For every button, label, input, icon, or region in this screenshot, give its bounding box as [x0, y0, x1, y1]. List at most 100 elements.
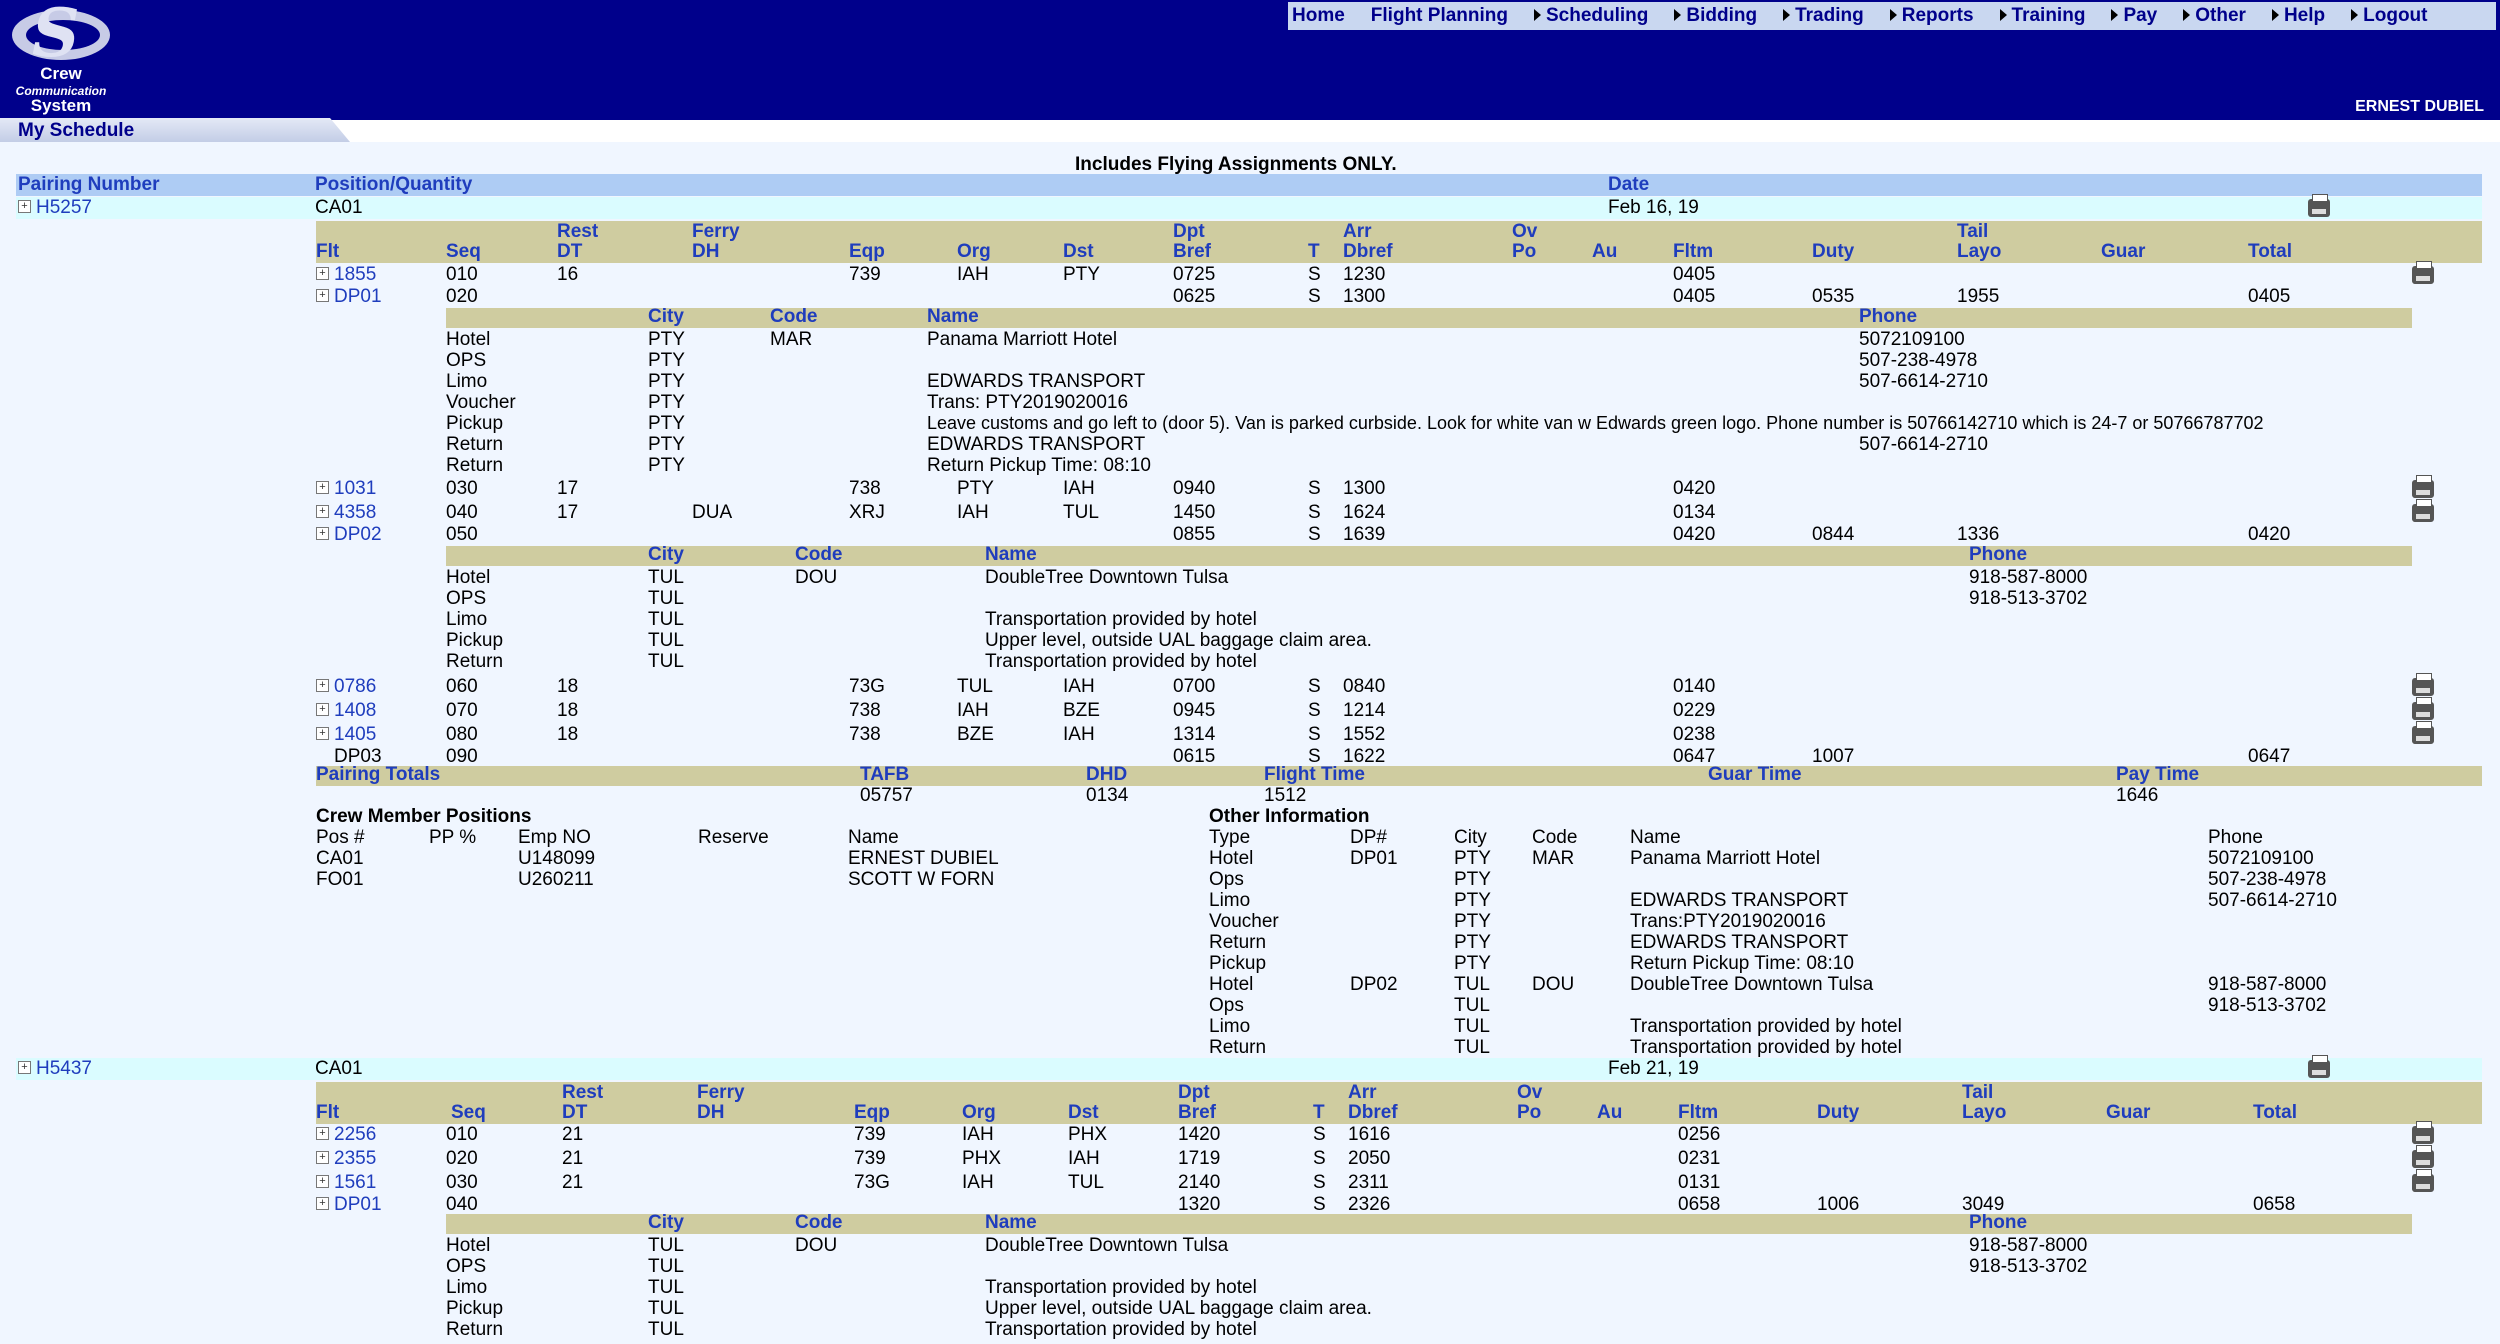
- arrival-dbref: 1300: [1343, 478, 1386, 499]
- type-t: S: [1308, 502, 1321, 523]
- expand-icon[interactable]: +: [316, 267, 329, 280]
- flight-number-link[interactable]: 4358: [334, 502, 377, 523]
- printer-icon[interactable]: [2412, 1121, 2434, 1144]
- layover-name: Panama Marriott Hotel: [927, 329, 1118, 350]
- menu-other[interactable]: Other: [2183, 5, 2246, 27]
- other-name: EDWARDS TRANSPORT: [1630, 890, 1849, 911]
- menu-scheduling[interactable]: Scheduling: [1534, 5, 1648, 27]
- ferry-dh: DUA: [692, 502, 733, 523]
- expand-icon[interactable]: +: [316, 727, 329, 740]
- flight-number-link[interactable]: 1408: [334, 700, 377, 721]
- menu-home[interactable]: Home: [1292, 5, 1345, 27]
- other-city: PTY: [1454, 953, 1491, 974]
- departure-bref: 1314: [1173, 724, 1216, 745]
- flight-time: 0647: [1673, 746, 1716, 767]
- expand-icon[interactable]: +: [316, 1197, 329, 1210]
- printer-icon[interactable]: [2412, 673, 2434, 696]
- flight-number-link[interactable]: DP01: [334, 1194, 382, 1215]
- expand-icon[interactable]: +: [316, 1151, 329, 1164]
- expand-icon[interactable]: +: [316, 481, 329, 494]
- printer-icon[interactable]: [2412, 475, 2434, 498]
- expand-icon[interactable]: +: [316, 1175, 329, 1188]
- col-guar: Guar: [2106, 1102, 2151, 1123]
- layover-name: Trans: PTY2019020016: [927, 392, 1129, 413]
- expand-icon[interactable]: +: [316, 1127, 329, 1140]
- other-name: DoubleTree Downtown Tulsa: [1630, 974, 1874, 995]
- flight-number-link[interactable]: 2256: [334, 1124, 377, 1145]
- printer-icon[interactable]: [2412, 1169, 2434, 1192]
- seq: 060: [446, 676, 478, 697]
- expand-icon[interactable]: +: [316, 527, 329, 540]
- type-t: S: [1308, 746, 1321, 767]
- layover-type: Limo: [446, 609, 488, 630]
- other-name: Trans:PTY2019020016: [1630, 911, 1826, 932]
- col-org: Org: [957, 241, 991, 262]
- origin: IAH: [962, 1124, 994, 1145]
- layover-city: PTY: [648, 329, 685, 350]
- layover-city: TUL: [648, 1298, 684, 1319]
- printer-icon[interactable]: [2412, 1145, 2434, 1168]
- expand-icon[interactable]: +: [316, 289, 329, 302]
- expand-icon[interactable]: +: [316, 679, 329, 692]
- col-po: Po: [1512, 241, 1537, 262]
- expand-icon[interactable]: +: [18, 200, 31, 213]
- flight-number-link[interactable]: 1561: [334, 1172, 377, 1193]
- menu-training[interactable]: Training: [1999, 5, 2085, 27]
- layover-phone: 507-6614-2710: [1859, 371, 1988, 392]
- flight-time: 0420: [1673, 478, 1716, 499]
- layover-type: OPS: [446, 1256, 487, 1277]
- arrival-dbref: 1639: [1343, 524, 1386, 545]
- layover-header: [446, 546, 2412, 566]
- flight-number-link[interactable]: 0786: [334, 676, 377, 697]
- menu-arrow-icon: [1674, 9, 1682, 21]
- other-type: Pickup: [1209, 953, 1267, 974]
- crew-communication-system-logo[interactable]: S Crew Communication System: [4, 0, 118, 115]
- pairing-number-link[interactable]: H5257: [36, 197, 92, 218]
- layover-city: TUL: [648, 609, 684, 630]
- other-type: Limo: [1209, 890, 1251, 911]
- printer-icon[interactable]: [2412, 721, 2434, 744]
- other-phone: 507-6614-2710: [2208, 890, 2337, 911]
- pay-time-label: Pay Time: [2116, 764, 2200, 785]
- printer-icon[interactable]: [2412, 697, 2434, 720]
- departure-bref: 1450: [1173, 502, 1216, 523]
- layover-name: Return Pickup Time: 08:10: [927, 455, 1151, 476]
- destination: PHX: [1068, 1124, 1108, 1145]
- other-city: PTY: [1454, 932, 1491, 953]
- layover-col-name: Name: [985, 544, 1037, 565]
- pairing-number-link[interactable]: H5437: [36, 1058, 92, 1079]
- rest-dt: 21: [562, 1124, 584, 1145]
- layover-col-name: Name: [927, 306, 979, 327]
- layover-name: Transportation provided by hotel: [985, 651, 1257, 672]
- menu-trading[interactable]: Trading: [1783, 5, 1864, 27]
- layover-name: EDWARDS TRANSPORT: [927, 371, 1146, 392]
- other-col-phone: Phone: [2208, 827, 2263, 848]
- menu-arrow-icon: [1783, 9, 1791, 21]
- printer-icon[interactable]: [2412, 261, 2434, 284]
- expand-icon[interactable]: +: [316, 505, 329, 518]
- flight-number-link[interactable]: DP01: [334, 286, 382, 307]
- expand-icon[interactable]: +: [316, 703, 329, 716]
- menu-bidding[interactable]: Bidding: [1674, 5, 1757, 27]
- menu-reports[interactable]: Reports: [1889, 5, 1974, 27]
- flight-number-link[interactable]: 1855: [334, 264, 377, 285]
- menu-logout[interactable]: Logout: [2351, 5, 2427, 27]
- printer-icon[interactable]: [2308, 1055, 2330, 1078]
- rest-dt: 18: [557, 676, 579, 697]
- other-city: TUL: [1454, 974, 1490, 995]
- menu-flight-planning[interactable]: Flight Planning: [1371, 5, 1508, 27]
- flight-number-link[interactable]: DP02: [334, 524, 382, 545]
- my-schedule-tab[interactable]: My Schedule: [0, 118, 350, 142]
- printer-icon[interactable]: [2412, 499, 2434, 522]
- menu-pay[interactable]: Pay: [2111, 5, 2157, 27]
- menu-label: Bidding: [1686, 5, 1758, 26]
- menu-help[interactable]: Help: [2271, 5, 2325, 27]
- type-t: S: [1308, 700, 1321, 721]
- printer-icon[interactable]: [2308, 194, 2330, 217]
- other-type: Hotel: [1209, 974, 1254, 995]
- equipment: 73G: [849, 676, 885, 697]
- flight-number-link[interactable]: 2355: [334, 1148, 377, 1169]
- expand-icon[interactable]: +: [18, 1061, 31, 1074]
- flight-number-link[interactable]: 1405: [334, 724, 377, 745]
- flight-number-link[interactable]: 1031: [334, 478, 377, 499]
